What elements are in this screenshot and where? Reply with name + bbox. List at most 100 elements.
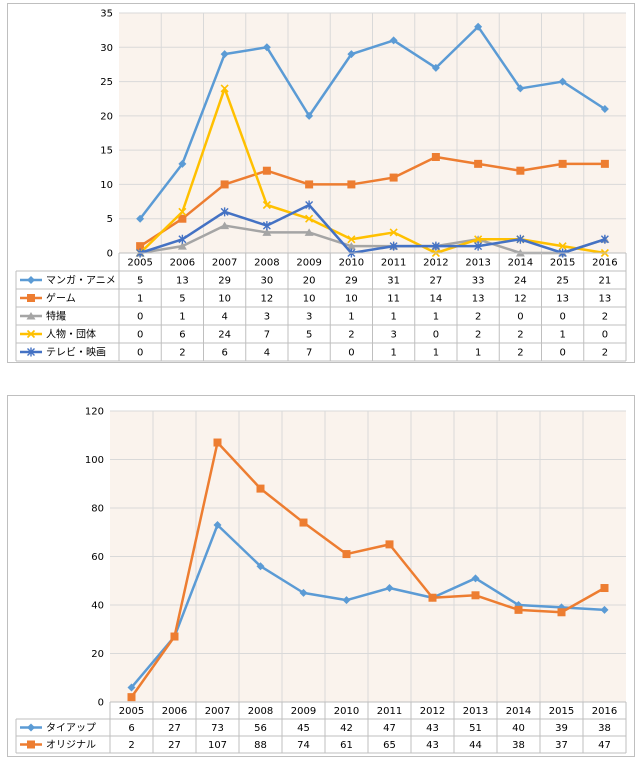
table-cell: 1 <box>390 312 396 323</box>
data-point <box>558 159 567 168</box>
table-cell: 30 <box>261 276 274 287</box>
table-cell: 2 <box>475 312 481 323</box>
table-cell: 20 <box>303 276 316 287</box>
table-cell: 6 <box>128 723 134 734</box>
data-point <box>474 159 483 168</box>
data-point <box>305 111 314 120</box>
data-point <box>600 584 609 593</box>
y-tick-label: 100 <box>85 455 104 466</box>
legend-marker <box>27 294 35 302</box>
x-tick-label: 2007 <box>212 258 237 269</box>
table-cell: 0 <box>348 348 354 359</box>
table-cell: 4 <box>264 348 270 359</box>
data-point <box>299 588 308 597</box>
table-cell: 43 <box>426 740 439 751</box>
plot-area: 0 5 10 15 20 25 30 35 <box>100 9 626 260</box>
data-point <box>220 50 229 59</box>
x-tick-label: 2009 <box>296 258 321 269</box>
y-tick-label: 10 <box>100 180 113 191</box>
data-point <box>516 166 525 175</box>
table-cell: 7 <box>306 348 312 359</box>
legend-label: 特撮 <box>46 310 66 323</box>
x-tick-label: 2012 <box>423 258 448 269</box>
chart-genre-trend: 0 5 10 15 20 25 30 35 2005 2006 2007 2008 2009 2010 20… <box>7 3 635 363</box>
data-point <box>213 520 222 529</box>
table-cell: 107 <box>208 740 227 751</box>
y-tick-label: 0 <box>107 249 113 260</box>
table-cell: 25 <box>556 276 569 287</box>
y-tick-label: 40 <box>91 601 104 612</box>
data-point <box>600 105 609 113</box>
table-cell: 1 <box>433 312 439 323</box>
table-cell: 27 <box>168 740 181 751</box>
data-point <box>220 84 229 93</box>
data-point <box>177 242 187 250</box>
table-cell: 2 <box>602 348 608 359</box>
series-line <box>139 203 606 255</box>
data-point <box>600 605 609 614</box>
data-point <box>136 242 145 251</box>
data-point <box>389 241 398 251</box>
x-tick-label: 2008 <box>254 258 279 269</box>
series-line <box>130 523 605 689</box>
table-cell: 2 <box>348 330 354 341</box>
y-tick-label: 30 <box>100 43 113 54</box>
table-cell: 5 <box>306 330 312 341</box>
x-tick-label: 2015 <box>550 258 575 269</box>
table-cell: 10 <box>303 294 316 305</box>
series-line <box>130 441 606 698</box>
table-cell: 2 <box>179 348 185 359</box>
data-point <box>256 562 265 571</box>
table-cell: 5 <box>137 276 143 287</box>
table-cell: 12 <box>514 294 527 305</box>
legend-label: ゲーム <box>46 293 76 305</box>
data-point <box>431 241 440 251</box>
x-tick-label: 2011 <box>377 706 402 717</box>
data-point <box>220 221 230 230</box>
x-tick-label: 2016 <box>592 706 617 717</box>
data-point <box>178 234 187 244</box>
x-tick-label: 2008 <box>248 706 273 717</box>
table-cell: 13 <box>176 276 189 287</box>
table-cell: 88 <box>254 740 267 751</box>
data-point <box>305 214 314 223</box>
y-tick-label: 35 <box>100 9 113 20</box>
table-cell: 31 <box>387 276 400 287</box>
table-cell: 24 <box>514 276 527 287</box>
table-cell: 2 <box>128 740 134 751</box>
data-point <box>431 153 440 161</box>
legend-label: タイアップ <box>46 722 96 734</box>
data-point <box>305 200 314 210</box>
legend-label: テレビ・映画 <box>46 347 106 359</box>
table-cell: 3 <box>306 312 312 323</box>
data-point <box>428 593 437 602</box>
data-point <box>514 605 523 614</box>
table-cell: 7 <box>264 330 270 341</box>
data-point <box>474 235 483 244</box>
data-point <box>474 22 483 31</box>
table-cell: 2 <box>517 348 523 359</box>
data-point <box>299 518 308 527</box>
y-tick-label: 5 <box>107 214 113 225</box>
y-tick-label: 20 <box>91 649 104 660</box>
table-cell: 27 <box>430 276 443 287</box>
data-point <box>262 166 271 175</box>
series-line <box>139 155 605 248</box>
x-tick-label: 2005 <box>119 706 144 717</box>
data-point <box>262 43 271 52</box>
table-cell: 51 <box>469 723 482 734</box>
series-オリジナル <box>127 438 609 702</box>
data-point <box>558 77 567 86</box>
y-tick-label: 120 <box>85 407 104 418</box>
x-tick-label: 2015 <box>549 706 574 717</box>
legend-marker <box>27 347 35 357</box>
table-cell: 39 <box>555 723 568 734</box>
data-point <box>347 180 356 189</box>
data-point <box>304 228 314 236</box>
table-cell: 1 <box>390 348 396 359</box>
x-tick-label: 2012 <box>420 706 445 717</box>
table-cell: 1 <box>433 348 439 359</box>
data-point <box>389 173 398 182</box>
table-cell: 3 <box>390 330 396 341</box>
